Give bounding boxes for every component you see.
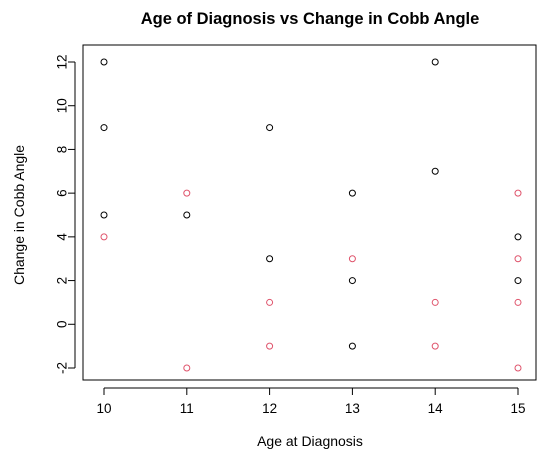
data-point (514, 189, 522, 197)
data-point (514, 277, 522, 285)
data-point (431, 58, 439, 66)
data-point (514, 255, 522, 263)
data-point (431, 342, 439, 350)
y-axis: -2 0 2 4 6 8 10 12 (55, 54, 76, 374)
data-point (100, 233, 108, 241)
data-point (183, 364, 191, 372)
data-point (266, 124, 274, 132)
data-point (183, 189, 191, 197)
y-tick-label: 8 (55, 146, 70, 154)
y-axis-label: Change in Cobb Angle (11, 145, 27, 285)
data-point (431, 167, 439, 175)
data-point (514, 298, 522, 306)
data-point (100, 124, 108, 132)
data-points (100, 58, 522, 372)
data-point (100, 58, 108, 66)
data-point (348, 277, 356, 285)
y-tick-label: 10 (55, 98, 70, 113)
data-point (514, 233, 522, 241)
data-point (266, 255, 274, 263)
data-point (266, 342, 274, 350)
data-point (266, 298, 274, 306)
x-tick-label: 14 (428, 401, 444, 416)
data-point (348, 342, 356, 350)
data-point (348, 255, 356, 263)
y-tick-label: -2 (55, 362, 70, 374)
x-tick-label: 10 (96, 401, 111, 416)
x-tick-label: 15 (510, 401, 525, 416)
x-tick-label: 13 (345, 401, 360, 416)
y-tick-label: 6 (55, 189, 70, 197)
x-tick-label: 12 (262, 401, 277, 416)
data-point (348, 189, 356, 197)
y-tick-label: 4 (55, 233, 70, 241)
data-point (514, 364, 522, 372)
data-point (183, 211, 191, 219)
x-axis: 10 11 12 13 14 15 (96, 387, 526, 416)
plot-area-border (82, 44, 537, 381)
x-axis-label: Age at Diagnosis (257, 433, 363, 449)
chart-title: Age of Diagnosis vs Change in Cobb Angle (141, 10, 480, 28)
y-tick-label: 12 (55, 54, 70, 69)
data-point (431, 298, 439, 306)
x-tick-label: 11 (180, 401, 194, 416)
y-tick-label: 2 (55, 277, 70, 285)
y-tick-label: 0 (55, 321, 70, 329)
data-point (100, 211, 108, 219)
